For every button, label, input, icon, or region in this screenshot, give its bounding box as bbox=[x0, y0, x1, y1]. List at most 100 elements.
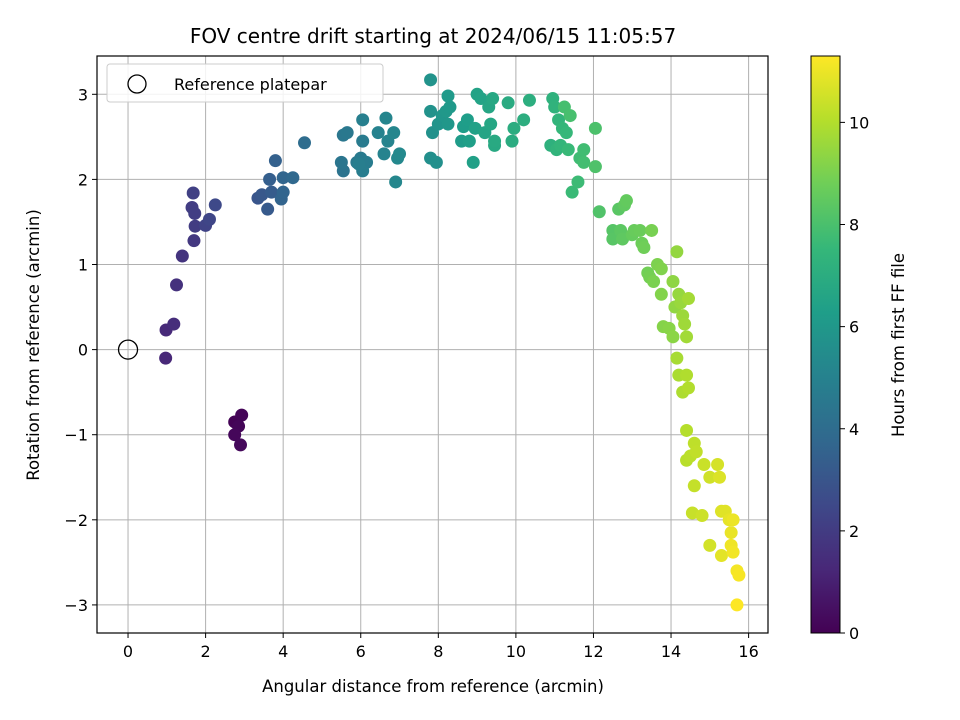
data-point bbox=[577, 155, 591, 169]
data-point bbox=[647, 275, 661, 289]
y-tick-label: 3 bbox=[78, 85, 88, 104]
data-point bbox=[389, 175, 403, 189]
colorbar-tick-label: 6 bbox=[849, 318, 859, 337]
data-point bbox=[711, 457, 725, 471]
data-point bbox=[234, 438, 248, 452]
legend-box bbox=[106, 63, 384, 103]
data-point bbox=[393, 147, 407, 161]
data-point bbox=[501, 96, 515, 110]
data-point bbox=[235, 408, 249, 422]
data-point bbox=[486, 92, 500, 106]
data-point bbox=[474, 92, 488, 106]
data-point bbox=[298, 136, 312, 150]
colorbar-tick-label: 2 bbox=[849, 522, 859, 541]
data-point bbox=[443, 100, 457, 114]
y-tick-label: −1 bbox=[64, 426, 88, 445]
data-point bbox=[565, 185, 579, 199]
data-point bbox=[441, 89, 455, 103]
data-point bbox=[505, 134, 519, 148]
data-point bbox=[340, 126, 354, 140]
data-point bbox=[424, 73, 438, 87]
data-point bbox=[334, 155, 348, 169]
data-point bbox=[356, 134, 370, 148]
data-point bbox=[670, 245, 684, 259]
data-point bbox=[429, 155, 443, 169]
data-point bbox=[577, 143, 591, 157]
data-point bbox=[606, 232, 620, 246]
data-point bbox=[633, 223, 647, 237]
grid-lines bbox=[97, 56, 768, 633]
colorbar-label: Hours from first FF file bbox=[889, 253, 908, 437]
data-point bbox=[588, 121, 602, 135]
data-point bbox=[571, 175, 585, 189]
data-point bbox=[228, 428, 242, 442]
data-point bbox=[724, 526, 738, 540]
data-point bbox=[616, 232, 630, 246]
data-point bbox=[276, 171, 290, 185]
data-point bbox=[379, 111, 393, 125]
data-point bbox=[726, 545, 740, 559]
data-point bbox=[548, 100, 562, 114]
data-point bbox=[517, 113, 531, 127]
data-point bbox=[680, 368, 694, 382]
colorbar-tick-label: 4 bbox=[849, 420, 859, 439]
data-point bbox=[268, 154, 282, 168]
x-tick-label: 0 bbox=[123, 642, 133, 661]
data-point bbox=[159, 351, 173, 365]
y-tick-label: −2 bbox=[64, 511, 88, 530]
y-axis-label: Rotation from reference (arcmin) bbox=[24, 209, 43, 481]
data-point bbox=[697, 457, 711, 471]
data-point bbox=[484, 117, 498, 131]
data-point bbox=[460, 113, 474, 127]
data-point bbox=[441, 117, 455, 131]
data-point bbox=[352, 157, 366, 171]
data-point bbox=[670, 351, 684, 365]
data-point bbox=[689, 445, 703, 459]
x-tick-label: 14 bbox=[661, 642, 681, 661]
data-point bbox=[468, 121, 482, 135]
data-point bbox=[265, 185, 279, 199]
data-point bbox=[678, 317, 692, 331]
data-point bbox=[732, 568, 746, 582]
data-point bbox=[371, 126, 385, 140]
legend: Reference platepar bbox=[106, 63, 384, 103]
data-point bbox=[695, 509, 709, 523]
data-point bbox=[713, 470, 727, 484]
data-point bbox=[522, 93, 536, 107]
colorbar-tick-label: 0 bbox=[849, 624, 859, 643]
data-point bbox=[186, 186, 200, 200]
data-point bbox=[588, 160, 602, 174]
legend-label: Reference platepar bbox=[174, 75, 327, 94]
data-point bbox=[507, 121, 521, 135]
data-point bbox=[666, 275, 680, 289]
x-tick-label: 4 bbox=[278, 642, 288, 661]
data-point bbox=[681, 381, 695, 395]
data-point bbox=[654, 287, 668, 301]
x-tick-label: 8 bbox=[433, 642, 443, 661]
x-axis-label: Angular distance from reference (arcmin) bbox=[262, 677, 604, 696]
data-point bbox=[730, 598, 744, 612]
plot-frame bbox=[96, 55, 769, 634]
data-point bbox=[466, 155, 480, 169]
colorbar-gradient bbox=[810, 55, 841, 634]
data-point bbox=[619, 194, 633, 208]
data-point bbox=[170, 278, 184, 292]
x-tick-label: 6 bbox=[356, 642, 366, 661]
data-point bbox=[377, 147, 391, 161]
colorbar-tick-label: 8 bbox=[849, 216, 859, 235]
colorbar-tick-label: 10 bbox=[849, 113, 869, 132]
data-point bbox=[680, 330, 694, 344]
data-point bbox=[687, 479, 701, 493]
data-point bbox=[645, 223, 659, 237]
y-tick-label: 2 bbox=[78, 170, 88, 189]
data-point bbox=[703, 538, 717, 552]
data-point bbox=[563, 109, 577, 123]
chart-title: FOV centre drift starting at 2024/06/15 … bbox=[190, 24, 676, 48]
data-point bbox=[167, 317, 181, 331]
data-points bbox=[117, 73, 746, 612]
x-tick-label: 10 bbox=[506, 642, 526, 661]
data-point bbox=[714, 549, 728, 563]
colorbar: 0 2 4 6 8 10 bbox=[810, 55, 869, 643]
